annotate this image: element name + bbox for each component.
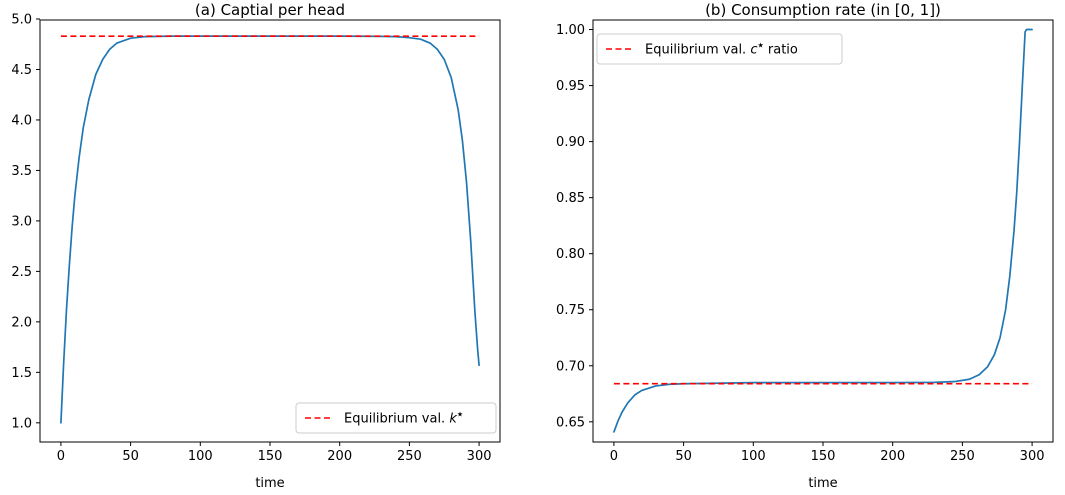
axes-frame: [592, 19, 1054, 443]
x-axis-label: time: [255, 476, 284, 491]
x-tick-label: 300: [467, 449, 492, 464]
y-tick-label: 5.0: [11, 12, 32, 27]
y-tick-label: 0.75: [556, 303, 585, 318]
y-tick-label: 4.0: [11, 113, 32, 128]
legend-star-icon: ★: [757, 42, 763, 50]
x-tick-label: 200: [880, 449, 905, 464]
y-tick-label: 3.0: [11, 214, 32, 229]
axes-frame: [39, 19, 501, 443]
x-tick-label: 0: [57, 449, 65, 464]
chart-panel-2: (b) Consumption rate (in [0, 1]) 0 50 100 15…: [556, 1, 1054, 491]
y-tick-label: 0.65: [556, 415, 585, 430]
x-tick-label: 250: [950, 449, 975, 464]
legend-label: Equilibrium val. k★: [344, 411, 463, 427]
x-tick-label: 50: [122, 449, 139, 464]
x-tick-label: 200: [327, 449, 352, 464]
y-tick-label: 2.0: [11, 315, 32, 330]
legend: Equilibrium val. c★ ratio: [596, 33, 843, 65]
legend: Equilibrium val. k★: [295, 402, 497, 434]
x-tick-label: 300: [1020, 449, 1045, 464]
y-tick-label: 1.5: [11, 366, 32, 381]
x-tick-label: 50: [675, 449, 692, 464]
y-tick-label: 0.95: [556, 79, 585, 94]
legend-box: [596, 33, 843, 65]
legend-symbol: c: [750, 43, 757, 58]
y-tick-label: 0.85: [556, 191, 585, 206]
x-tick-label: 150: [811, 449, 836, 464]
x-tick-label: 0: [610, 449, 618, 464]
legend-star-icon: ★: [457, 411, 463, 419]
y-tick-label: 2.5: [11, 265, 32, 280]
y-tick-label: 0.80: [556, 247, 585, 262]
legend-label-text: Equilibrium val.: [344, 412, 449, 427]
legend-suffix: ratio: [764, 43, 798, 58]
chart-title: (a) Captial per head: [195, 1, 345, 19]
legend-box: [295, 402, 497, 434]
y-tick-label: 0.70: [556, 359, 585, 374]
series-line: [60, 35, 480, 424]
chart-title: (b) Consumption rate (in [0, 1]): [705, 1, 941, 19]
x-tick-label: 100: [741, 449, 766, 464]
legend-label: Equilibrium val. c★ ratio: [645, 42, 798, 58]
legend-symbol: k: [449, 412, 457, 427]
y-tick-label: 0.90: [556, 135, 585, 150]
chart-panel-1: (a) Captial per head 0 50 100 150 200 250 300 1.…: [11, 1, 501, 491]
x-tick-label: 150: [258, 449, 283, 464]
y-tick-label: 3.5: [11, 164, 32, 179]
y-tick-label: 4.5: [11, 63, 32, 78]
x-axis-label: time: [808, 476, 837, 491]
legend-label-text: Equilibrium val.: [645, 43, 750, 58]
series-line: [613, 28, 1033, 433]
y-tick-label: 1.00: [556, 23, 585, 38]
x-tick-label: 250: [397, 449, 422, 464]
x-tick-label: 100: [188, 449, 213, 464]
y-tick-label: 1.0: [11, 416, 32, 431]
